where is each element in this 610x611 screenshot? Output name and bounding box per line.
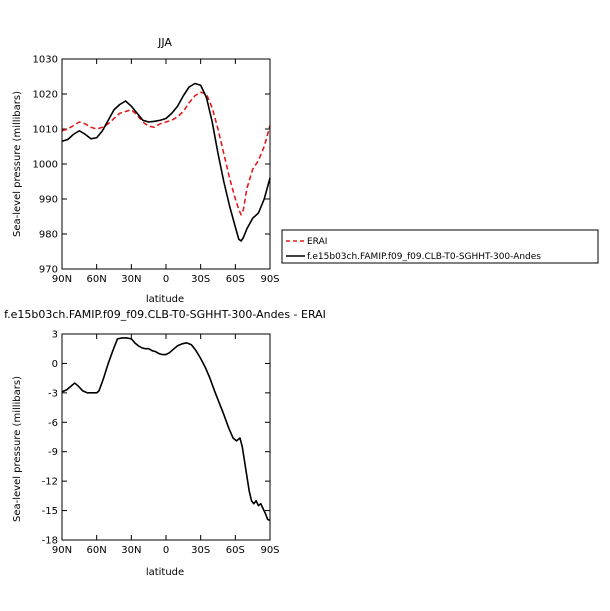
bottom-chart-y-tick-label: -15 — [42, 506, 58, 517]
top-chart-title: JJA — [157, 36, 172, 49]
bottom-chart: f.e15b03ch.FAMIP.f09_f09.CLB-T0-SGHHT-30… — [4, 308, 326, 578]
bottom-chart-x-tick-label: 0 — [163, 545, 169, 556]
top-chart-y-tick-label: 1000 — [33, 160, 58, 171]
bottom-chart-x-axis-label: latitude — [146, 567, 184, 578]
top-chart-y-axis-label: Sea-level pressure (millibars) — [12, 91, 23, 237]
top-chart-frame — [61, 58, 271, 270]
top-chart-x-tick-label: 30S — [191, 274, 210, 285]
bottom-chart-frame — [61, 333, 271, 541]
bottom-chart-x-tick-label: 90N — [52, 545, 72, 556]
top-chart-x-tick-label: 0 — [163, 274, 169, 285]
bottom-chart-title: f.e15b03ch.FAMIP.f09_f09.CLB-T0-SGHHT-30… — [4, 308, 326, 321]
legend: ERAI f.e15b03ch.FAMIP.f09_f09.CLB-T0-SGH… — [281, 229, 599, 264]
bottom-chart-y-tick-label: -18 — [42, 536, 58, 547]
top-chart-y-tick-label: 970 — [39, 265, 58, 276]
bottom-chart-y-tick-label: -12 — [42, 477, 58, 488]
top-chart-x-tick-label: 90N — [52, 274, 72, 285]
bottom-chart-y-tick-label: -6 — [48, 418, 58, 429]
bottom-chart-x-tick-label: 60N — [87, 545, 107, 556]
bottom-chart-y-tick-label: 0 — [52, 359, 58, 370]
top-chart-x-axis-label: latitude — [146, 294, 184, 305]
bottom-chart-y-tick-label: -3 — [48, 388, 58, 399]
bottom-chart-x-tick-label: 30S — [191, 545, 210, 556]
legend-box — [281, 229, 599, 264]
top-chart-series-line-1 — [61, 82, 271, 242]
top-chart-series-line-0 — [61, 91, 271, 216]
top-chart-y-tick-label: 1010 — [33, 125, 58, 136]
bottom-chart-y-tick-label: -9 — [48, 447, 58, 458]
bottom-chart-x-tick-label: 90S — [260, 545, 279, 556]
bottom-chart-x-tick-label: 30N — [121, 545, 141, 556]
legend-label-erai: ERAI — [307, 237, 327, 247]
bottom-chart-y-axis-label: Sea-level pressure (millibars) — [12, 376, 23, 522]
top-chart-x-tick-label: 60N — [87, 274, 107, 285]
bottom-chart-x-tick-label: 60S — [226, 545, 245, 556]
top-chart: JJA Sea-level pressure (millibars) latit… — [12, 36, 280, 305]
legend-label-model: f.e15b03ch.FAMIP.f09_f09.CLB-T0-SGHHT-30… — [307, 252, 541, 262]
top-chart-x-tick-label: 90S — [260, 274, 279, 285]
top-chart-y-tick-label: 1020 — [33, 90, 58, 101]
top-chart-y-tick-label: 1030 — [33, 55, 58, 66]
bottom-chart-series-line-0 — [61, 337, 271, 522]
top-chart-y-tick-label: 980 — [39, 230, 58, 241]
top-chart-x-tick-label: 30N — [121, 274, 141, 285]
top-chart-y-tick-label: 990 — [39, 195, 58, 206]
bottom-chart-y-tick-label: 3 — [52, 330, 58, 341]
top-chart-x-tick-label: 60S — [226, 274, 245, 285]
